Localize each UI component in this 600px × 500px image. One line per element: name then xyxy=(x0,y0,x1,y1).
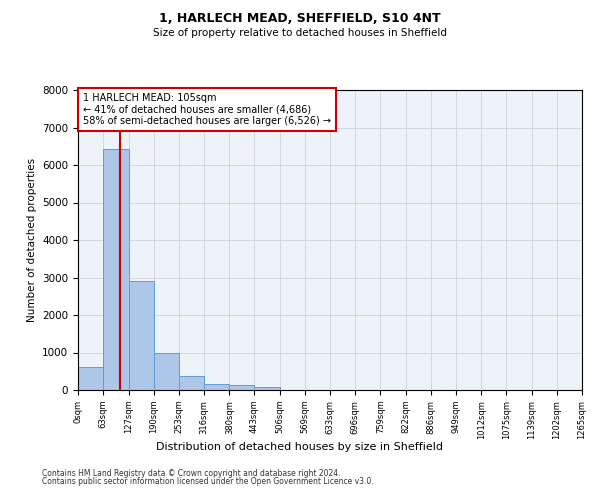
Bar xyxy=(78,367,103,390)
Text: Distribution of detached houses by size in Sheffield: Distribution of detached houses by size … xyxy=(157,442,443,452)
Bar xyxy=(204,384,229,390)
Bar xyxy=(229,385,254,390)
Y-axis label: Number of detached properties: Number of detached properties xyxy=(26,158,37,322)
Text: Size of property relative to detached houses in Sheffield: Size of property relative to detached ho… xyxy=(153,28,447,38)
Text: 1, HARLECH MEAD, SHEFFIELD, S10 4NT: 1, HARLECH MEAD, SHEFFIELD, S10 4NT xyxy=(159,12,441,26)
Bar xyxy=(154,352,179,390)
Bar xyxy=(128,280,154,390)
Bar xyxy=(103,149,128,390)
Text: 1 HARLECH MEAD: 105sqm
← 41% of detached houses are smaller (4,686)
58% of semi-: 1 HARLECH MEAD: 105sqm ← 41% of detached… xyxy=(83,93,331,126)
Bar xyxy=(254,386,280,390)
Text: Contains public sector information licensed under the Open Government Licence v3: Contains public sector information licen… xyxy=(42,477,374,486)
Bar xyxy=(179,376,204,390)
Text: Contains HM Land Registry data © Crown copyright and database right 2024.: Contains HM Land Registry data © Crown c… xyxy=(42,468,341,477)
